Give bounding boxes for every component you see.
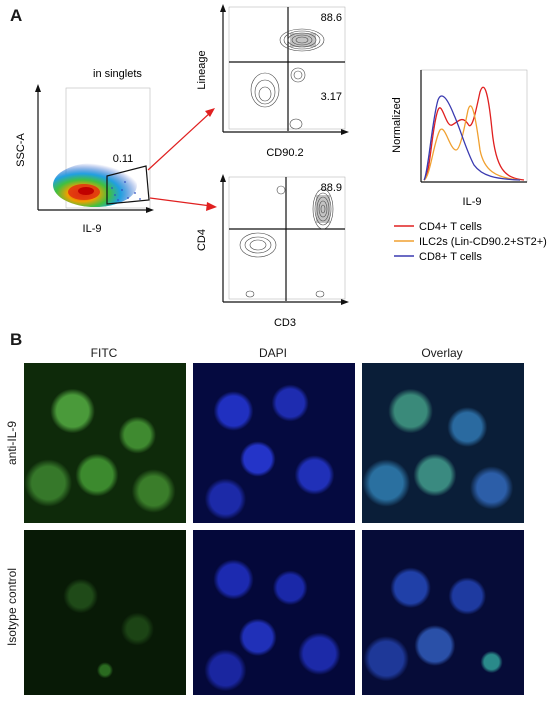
lineage-contour-plot: 88.6 3.17 Lineage CD90.2 [196, 4, 349, 159]
cd4-dense-core [316, 195, 330, 223]
arrow-to-lineage [147, 111, 212, 171]
panel-a-letter: A [10, 6, 23, 25]
column-title-overlay: Overlay [421, 346, 463, 360]
cd4-ylabel: CD4 [196, 229, 208, 251]
gating-arrows [147, 108, 217, 211]
gate-value: 0.11 [113, 153, 134, 165]
scatter-x-arrow [146, 207, 154, 213]
scatter-y-arrow [35, 84, 41, 92]
scatter-plot: in singlets SSC-A IL-9 0.11 [15, 68, 154, 235]
lineage-xlabel: CD90.2 [266, 147, 303, 159]
lineage-dense-core [290, 33, 316, 47]
panel-b-letter: B [10, 330, 23, 349]
panel-a-svg: in singlets SSC-A IL-9 0.11 [15, 4, 547, 329]
cd4-xlabel: CD3 [274, 317, 296, 329]
row-title-isotype: Isotype control [5, 567, 19, 647]
legend-label-cd8: CD8+ T cells [419, 251, 482, 263]
lineage-lower-right: 3.17 [321, 91, 342, 103]
hist-legend: CD4+ T cells ILC2s (Lin-CD90.2+ST2+) CD8… [394, 221, 547, 263]
lineage-contours [250, 28, 325, 130]
column-title-dapi: DAPI [258, 346, 287, 360]
legend-label-cd4: CD4+ T cells [419, 221, 482, 233]
cd4-frame [228, 176, 346, 300]
micrograph-overlay-anti-il9 [362, 363, 524, 523]
density-peak [78, 187, 94, 195]
cd4-upper-right: 88.9 [321, 182, 342, 194]
cd4-contour-plot: 88.9 CD4 CD3 [196, 174, 349, 329]
legend-label-ilc2: ILC2s (Lin-CD90.2+ST2+) [419, 236, 547, 248]
arrow-head-lineage [205, 108, 215, 117]
lineage-frame [228, 6, 346, 130]
gate-events [111, 181, 141, 201]
column-title-fitc: FITC [90, 346, 118, 360]
scatter-xlabel: IL-9 [83, 223, 102, 235]
micrograph-dapi-anti-il9 [193, 363, 355, 523]
hist-ylabel: Normalized [391, 97, 403, 153]
row-title-anti-il9: anti-IL-9 [5, 420, 19, 466]
micrograph-dapi-isotype [193, 530, 355, 695]
micrograph-fitc-isotype [24, 530, 186, 695]
arrow-head-cd4 [206, 202, 217, 211]
il9-histogram: Normalized IL-9 [391, 69, 528, 208]
density-cloud [53, 163, 137, 207]
hist-cd8-curve [423, 95, 521, 181]
hist-cd4-curve [423, 86, 525, 181]
il9-gate [106, 165, 150, 205]
lineage-ylabel: Lineage [196, 50, 208, 89]
micrograph-overlay-isotype [362, 530, 524, 695]
panel-a-figures: in singlets SSC-A IL-9 0.11 [0, 0, 550, 330]
cd4-contours [239, 185, 334, 298]
hist-ilc2-curve [423, 105, 521, 181]
scatter-ylabel: SSC-A [15, 133, 27, 167]
scatter-frame [65, 87, 151, 209]
micrograph-fitc-anti-il9 [24, 363, 186, 523]
hist-xlabel: IL-9 [463, 196, 482, 208]
arrow-to-cd4 [149, 197, 212, 207]
lineage-upper-right: 88.6 [321, 12, 342, 24]
scatter-subtitle: in singlets [93, 68, 142, 80]
